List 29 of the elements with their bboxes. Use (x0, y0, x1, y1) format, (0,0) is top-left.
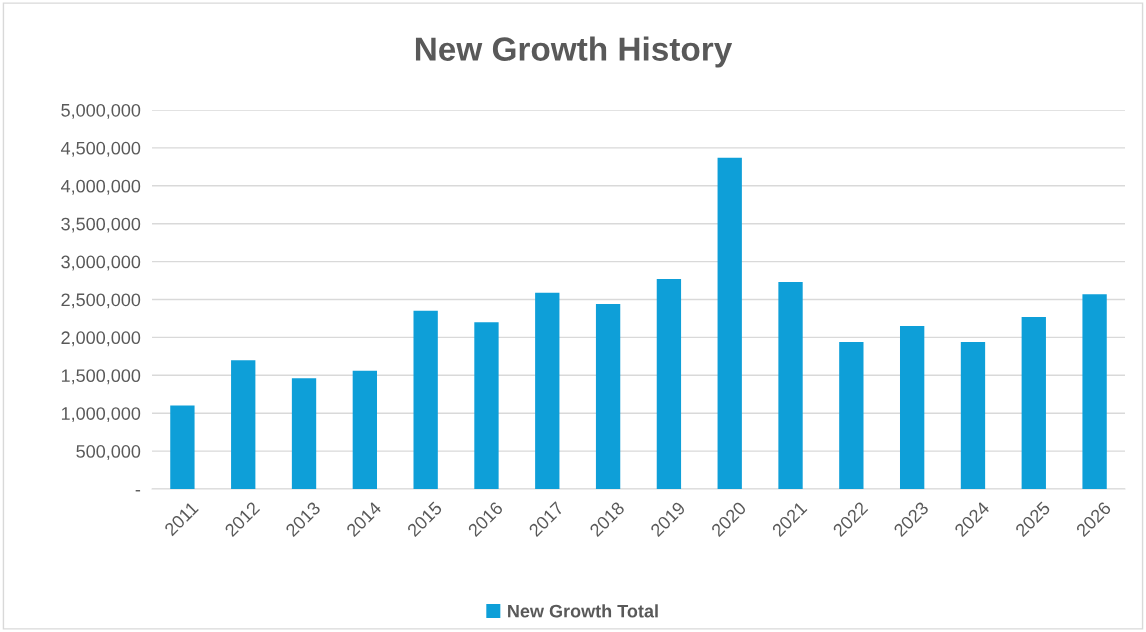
y-tick-label: - (135, 490, 141, 492)
bar (352, 370, 378, 489)
chart-title: New Growth History (415, 36, 733, 68)
bar (474, 322, 499, 489)
bar (656, 279, 682, 489)
y-tick-label: 3,500,000 (61, 217, 141, 233)
y-tick-label: 4,500,000 (60, 141, 141, 157)
bar (595, 304, 621, 489)
bar (960, 341, 986, 489)
bar (231, 360, 256, 489)
y-tick-label: 2,000,000 (61, 331, 141, 347)
y-tick-label: 5,000,000 (61, 103, 141, 119)
legend-label: New Growth Total (508, 604, 658, 618)
y-tick-label: 500,000 (76, 445, 141, 460)
bar (717, 157, 742, 489)
bar (170, 405, 195, 489)
bar (1082, 294, 1107, 489)
bar (1021, 316, 1046, 489)
y-tick-label: 4,000,000 (60, 179, 141, 195)
bar (839, 341, 864, 489)
y-tick-label: 3,000,000 (61, 255, 141, 271)
y-tick-label: 2,500,000 (61, 293, 141, 309)
bar (899, 326, 925, 489)
y-tick-label: 1,000,000 (61, 407, 141, 423)
y-tick-label: 1,500,000 (61, 369, 141, 385)
bar (535, 292, 560, 489)
bar (413, 310, 438, 489)
bar (291, 378, 317, 489)
bar (778, 282, 803, 489)
